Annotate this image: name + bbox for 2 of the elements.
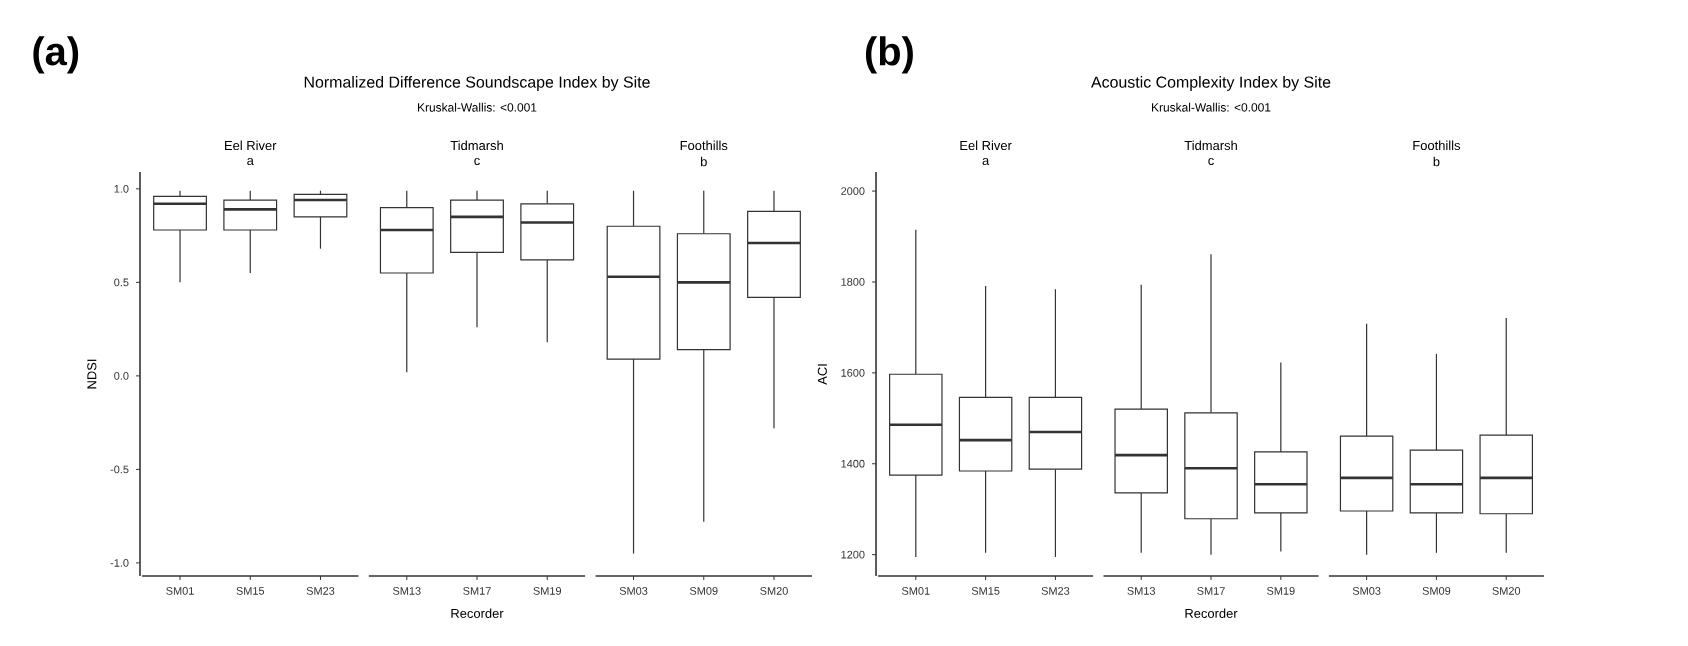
text: (a) [33, 36, 79, 74]
text: (b) [865, 36, 913, 74]
